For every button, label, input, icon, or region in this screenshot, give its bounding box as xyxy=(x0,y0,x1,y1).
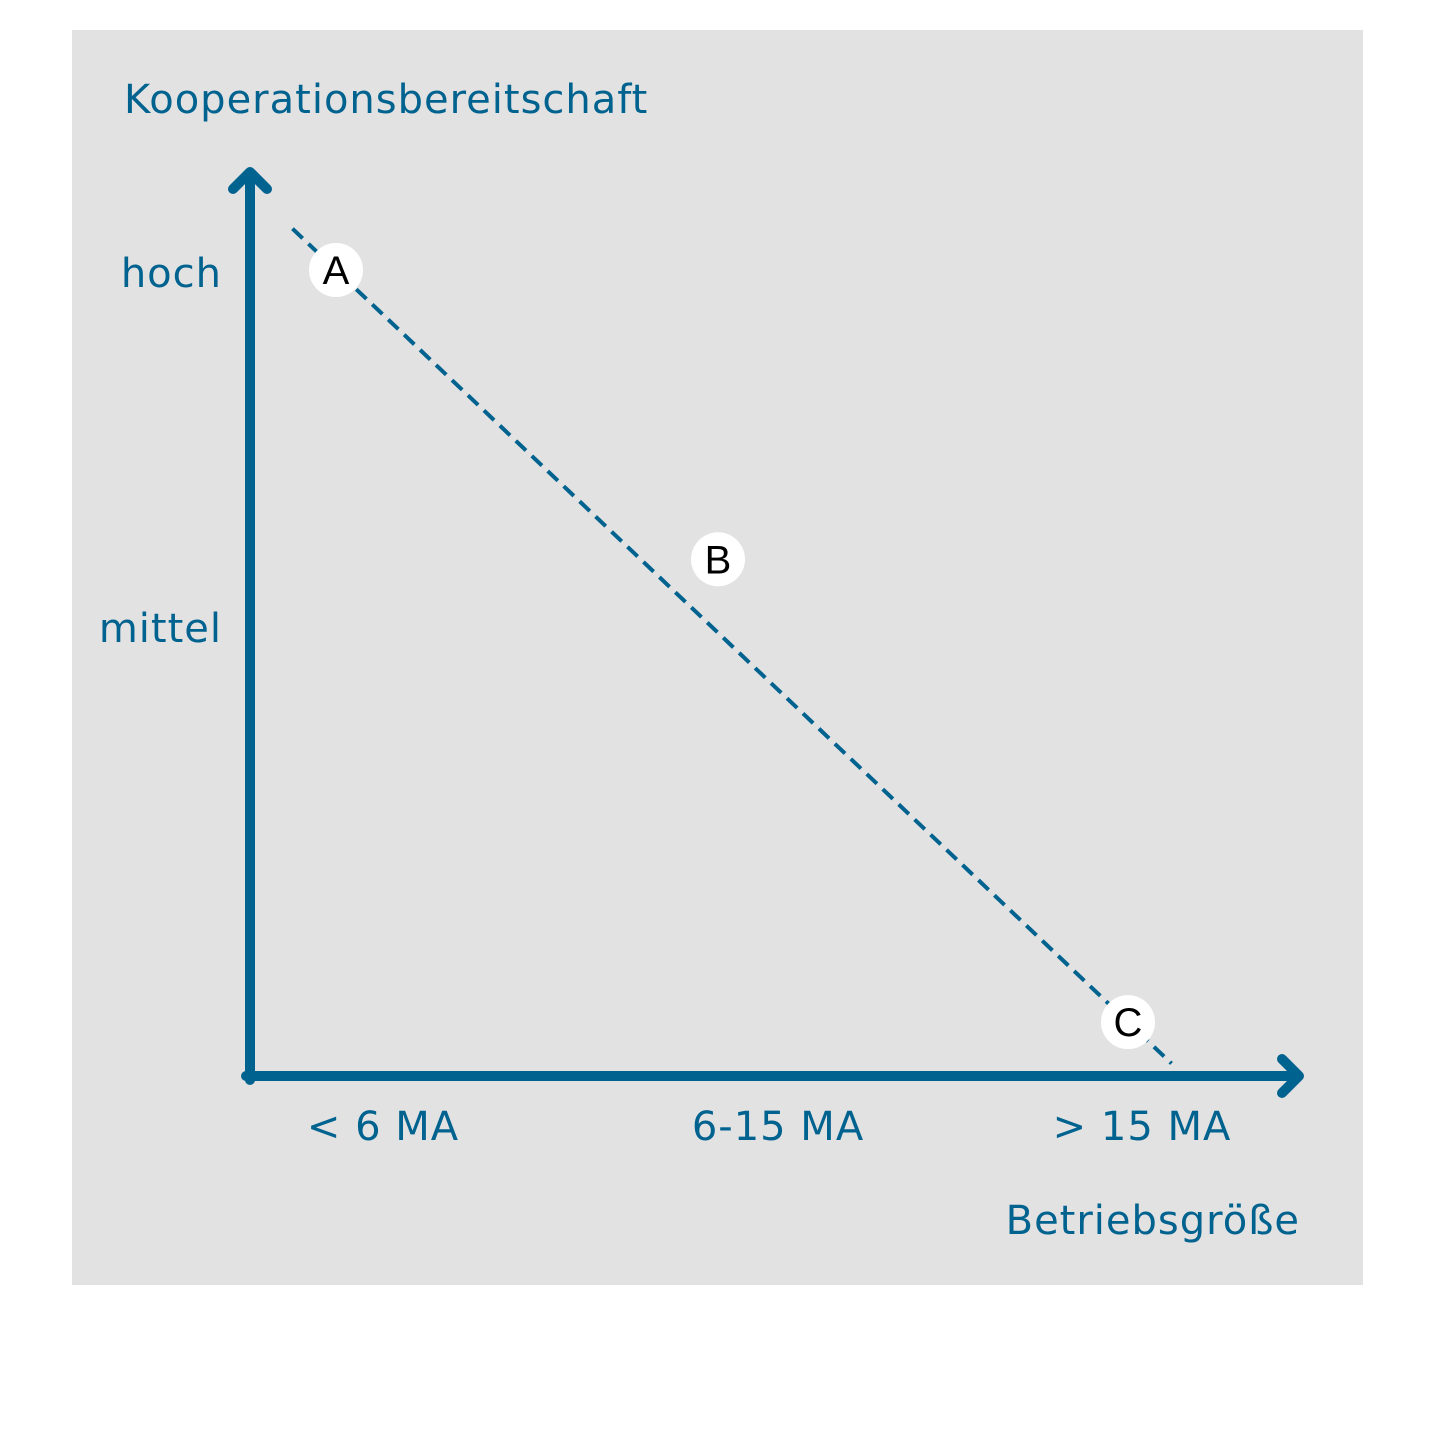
y-axis-arrowhead xyxy=(228,167,272,194)
data-point-c: C xyxy=(1101,995,1155,1050)
y-axis-title: Kooperationsbereitschaft xyxy=(124,77,648,123)
data-point-marker xyxy=(691,532,745,587)
data-point-marker xyxy=(1101,995,1155,1050)
trend-line-group xyxy=(291,227,1173,1065)
axes xyxy=(228,167,1304,1098)
x-axis-arrowhead xyxy=(1277,1054,1304,1098)
data-points: A B C xyxy=(309,243,1155,1050)
data-point-a: A xyxy=(309,243,363,297)
x-tick-label-small: < 6 MA xyxy=(307,1104,459,1150)
y-tick-label-hoch: hoch xyxy=(121,251,222,297)
data-point-label: C xyxy=(1114,1001,1143,1045)
data-point-label: B xyxy=(705,538,732,582)
data-point-b: B xyxy=(691,532,745,587)
x-axis-title: Betriebsgröße xyxy=(1006,1198,1300,1244)
data-point-label: A xyxy=(323,249,350,293)
x-tick-label-medium: 6-15 MA xyxy=(692,1104,864,1150)
data-point-marker xyxy=(309,243,363,297)
trend-line xyxy=(291,227,1173,1065)
y-tick-label-mittel: mittel xyxy=(99,606,222,652)
x-tick-label-large: > 15 MA xyxy=(1053,1104,1232,1150)
